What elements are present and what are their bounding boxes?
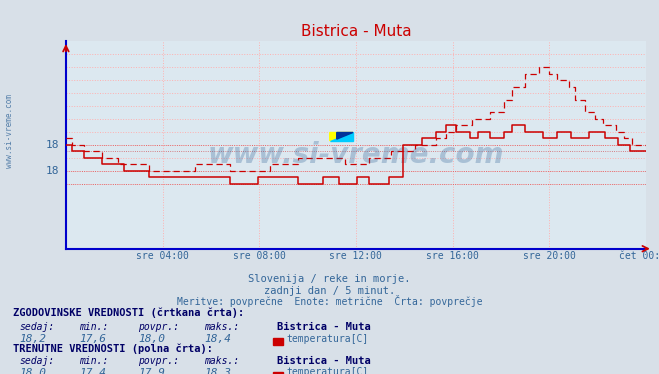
Text: maks.:: maks.: [204, 356, 239, 365]
Text: 18,3: 18,3 [204, 368, 231, 374]
Text: min.:: min.: [79, 356, 109, 365]
Polygon shape [330, 132, 353, 141]
Text: min.:: min.: [79, 322, 109, 332]
Text: www.si-vreme.com: www.si-vreme.com [208, 141, 504, 169]
Text: 17,6: 17,6 [79, 334, 106, 344]
Text: Meritve: povprečne  Enote: metrične  Črta: povprečje: Meritve: povprečne Enote: metrične Črta:… [177, 295, 482, 307]
Text: maks.:: maks.: [204, 322, 239, 332]
Text: 17,4: 17,4 [79, 368, 106, 374]
Text: sedaj:: sedaj: [20, 322, 55, 332]
Text: www.si-vreme.com: www.si-vreme.com [5, 94, 14, 168]
Text: ZGODOVINSKE VREDNOSTI (črtkana črta):: ZGODOVINSKE VREDNOSTI (črtkana črta): [13, 307, 244, 318]
Text: 18,2: 18,2 [20, 334, 47, 344]
Text: povpr.:: povpr.: [138, 322, 179, 332]
Text: Bistrica - Muta: Bistrica - Muta [277, 356, 370, 365]
Text: Bistrica - Muta: Bistrica - Muta [277, 322, 370, 332]
Polygon shape [337, 132, 353, 139]
Text: temperatura[C]: temperatura[C] [286, 368, 368, 374]
Text: sedaj:: sedaj: [20, 356, 55, 365]
Text: temperatura[C]: temperatura[C] [286, 334, 368, 344]
Text: 18: 18 [45, 140, 59, 150]
Text: 18,0: 18,0 [138, 334, 165, 344]
Text: 18,0: 18,0 [20, 368, 47, 374]
Text: 17,9: 17,9 [138, 368, 165, 374]
Text: 18: 18 [45, 166, 59, 176]
Text: Slovenija / reke in morje.: Slovenija / reke in morje. [248, 275, 411, 284]
Polygon shape [330, 132, 353, 141]
Text: 18,4: 18,4 [204, 334, 231, 344]
Text: zadnji dan / 5 minut.: zadnji dan / 5 minut. [264, 286, 395, 295]
Title: Bistrica - Muta: Bistrica - Muta [301, 24, 411, 39]
Text: TRENUTNE VREDNOSTI (polna črta):: TRENUTNE VREDNOSTI (polna črta): [13, 343, 213, 353]
Text: povpr.:: povpr.: [138, 356, 179, 365]
